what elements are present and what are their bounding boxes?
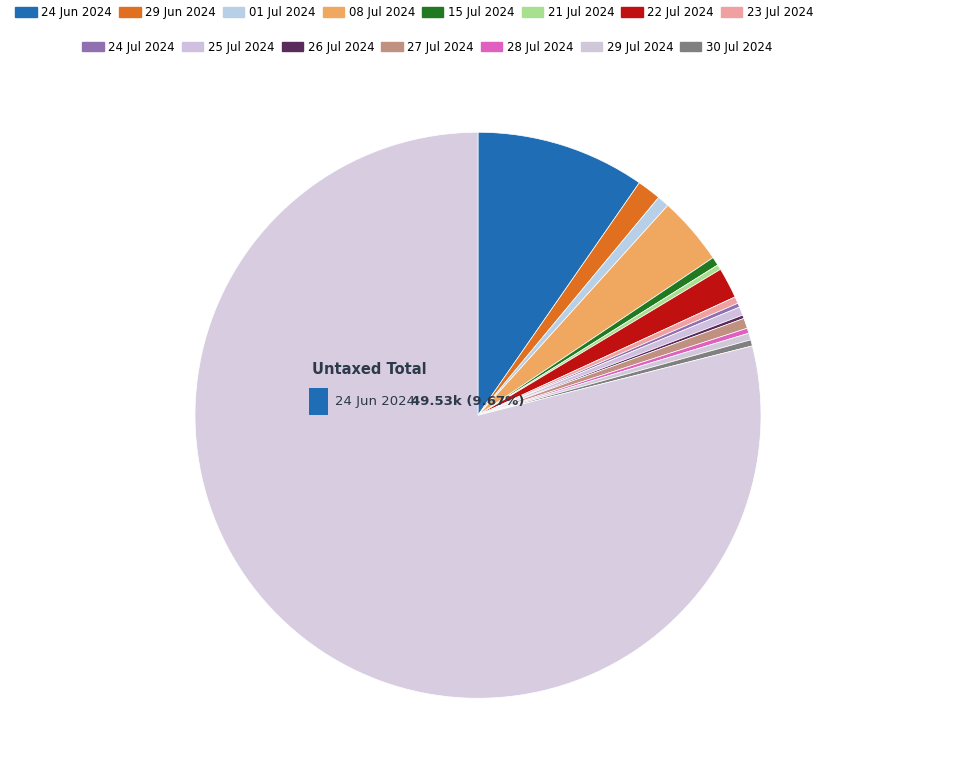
Wedge shape bbox=[478, 198, 668, 415]
Wedge shape bbox=[478, 205, 713, 415]
Text: Untaxed Total: Untaxed Total bbox=[313, 362, 427, 378]
Wedge shape bbox=[478, 328, 749, 415]
Legend: 24 Jul 2024, 25 Jul 2024, 26 Jul 2024, 27 Jul 2024, 28 Jul 2024, 29 Jul 2024, 30: 24 Jul 2024, 25 Jul 2024, 26 Jul 2024, 2… bbox=[82, 41, 772, 54]
Text: 49.53k (9.67%): 49.53k (9.67%) bbox=[411, 395, 525, 408]
Wedge shape bbox=[478, 297, 738, 415]
Wedge shape bbox=[478, 307, 743, 415]
Wedge shape bbox=[478, 269, 735, 415]
Wedge shape bbox=[478, 183, 659, 415]
Wedge shape bbox=[478, 258, 718, 415]
Wedge shape bbox=[478, 303, 740, 415]
Wedge shape bbox=[478, 340, 752, 415]
Legend: 24 Jun 2024, 29 Jun 2024, 01 Jul 2024, 08 Jul 2024, 15 Jul 2024, 21 Jul 2024, 22: 24 Jun 2024, 29 Jun 2024, 01 Jul 2024, 0… bbox=[15, 6, 814, 19]
Wedge shape bbox=[478, 315, 744, 415]
Text: 24 Jun 2024: 24 Jun 2024 bbox=[336, 395, 415, 408]
Wedge shape bbox=[478, 318, 748, 415]
Bar bbox=[309, 388, 329, 415]
Wedge shape bbox=[478, 333, 750, 415]
Wedge shape bbox=[478, 132, 640, 415]
Wedge shape bbox=[478, 265, 721, 415]
Wedge shape bbox=[195, 132, 761, 698]
